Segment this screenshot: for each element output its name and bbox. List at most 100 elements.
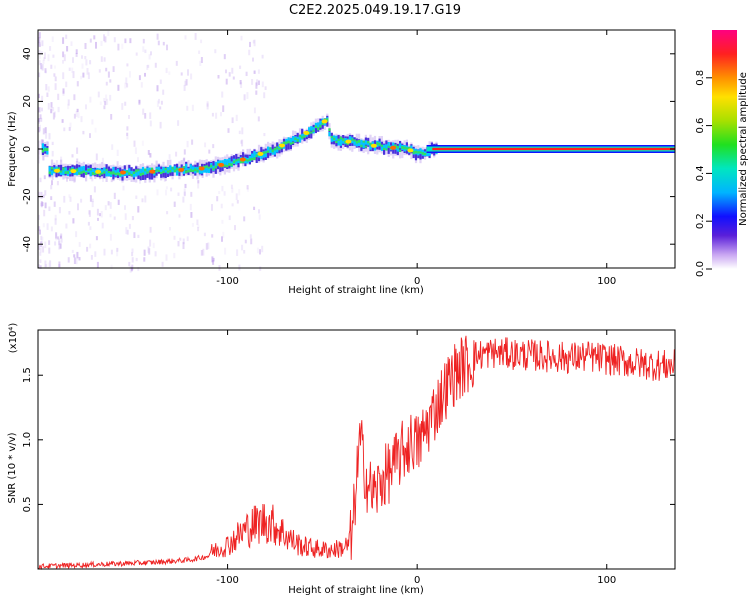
noise-speck <box>190 73 193 80</box>
noise-speck <box>45 132 48 139</box>
noise-speck <box>252 40 255 44</box>
noise-speck <box>241 244 244 251</box>
ridge-cell <box>146 167 149 174</box>
ridge-cell <box>64 171 67 174</box>
ridge-cell <box>87 169 90 172</box>
noise-speck <box>38 107 41 113</box>
noise-speck <box>48 247 51 254</box>
noise-speck <box>86 68 89 75</box>
figure-title: C2E2.2025.049.19.17.G19 <box>289 3 461 18</box>
noise-speck <box>38 32 41 37</box>
noise-speck <box>196 219 199 226</box>
noise-speck <box>76 147 79 154</box>
y-tick-label: -20 <box>22 188 33 204</box>
noise-speck <box>48 133 51 140</box>
snr-line-path <box>37 335 676 571</box>
noise-speck <box>67 103 70 110</box>
noise-speck <box>258 80 260 86</box>
ridge-cell <box>223 159 226 165</box>
noise-speck <box>73 94 76 101</box>
ridge-cell <box>335 140 338 144</box>
noise-speck <box>70 41 73 46</box>
noise-speck <box>87 72 90 80</box>
noise-speck <box>191 104 194 111</box>
noise-speck <box>84 43 87 50</box>
noise-speck <box>82 72 85 78</box>
noise-speck <box>38 191 41 199</box>
noise-speck <box>89 96 92 103</box>
ridge-cell <box>255 151 258 163</box>
noise-speck <box>107 31 110 37</box>
snr-y-ticks: 0.5 1.0 1.5 <box>22 367 675 512</box>
noise-speck <box>38 140 41 144</box>
ridge-cell <box>360 139 363 146</box>
noise-speck <box>184 35 187 40</box>
x-tick-label: 0 <box>414 276 420 287</box>
noise-speck <box>50 226 53 232</box>
ridge-cell <box>326 118 329 122</box>
noise-speck <box>126 63 129 67</box>
noise-speck <box>147 64 150 68</box>
ridge-cell <box>339 139 342 146</box>
noise-speck <box>214 49 217 54</box>
ridge-cell <box>287 140 290 144</box>
noise-speck <box>238 189 241 196</box>
noise-speck <box>38 214 40 220</box>
ridge-cell <box>48 171 51 175</box>
noise-speck <box>97 91 100 98</box>
noise-speck <box>47 86 50 92</box>
noise-speck <box>85 59 88 66</box>
ridge-cell <box>253 157 256 160</box>
noise-speck <box>113 37 116 43</box>
noise-speck <box>131 216 134 221</box>
noise-speck <box>106 98 109 105</box>
noise-speck <box>42 128 45 135</box>
ridge-cell <box>287 139 290 150</box>
ridge-cell <box>251 158 254 161</box>
noise-speck <box>91 119 94 125</box>
noise-speck <box>243 216 246 222</box>
noise-speck <box>250 238 253 245</box>
noise-speck <box>197 226 200 232</box>
ridge-cell <box>64 167 67 174</box>
ridge-cell <box>387 145 390 148</box>
noise-speck <box>38 49 41 55</box>
noise-speck <box>109 79 112 83</box>
noise-speck <box>40 139 43 145</box>
ridge-cell <box>217 163 220 166</box>
ridge-cell <box>383 144 386 149</box>
ridge-cell <box>246 159 249 162</box>
ridge-cell <box>251 153 254 161</box>
noise-speck <box>152 242 155 249</box>
noise-speck <box>38 44 41 48</box>
noise-speck <box>235 193 238 200</box>
noise-speck <box>63 127 66 132</box>
ridge-cell <box>226 165 229 168</box>
noise-speck <box>71 154 74 158</box>
noise-speck <box>235 114 238 122</box>
ridge-cell <box>139 173 142 176</box>
noise-speck <box>43 175 46 180</box>
noise-speck <box>50 196 53 201</box>
colorbar-tick-label: 0.8 <box>695 70 706 86</box>
colorbar-tick-label: 0.4 <box>695 165 706 181</box>
ridge-cell <box>164 167 167 171</box>
noise-speck <box>40 117 43 122</box>
noise-speck <box>239 80 242 85</box>
noise-speck <box>256 79 259 86</box>
ridge-cell <box>151 168 154 180</box>
noise-speck <box>175 60 178 66</box>
noise-speck <box>197 183 200 189</box>
ridge-cell <box>185 170 188 174</box>
noise-speck <box>259 249 261 255</box>
ridge-cell <box>60 170 63 173</box>
ridge-cell <box>203 165 206 169</box>
noise-speck <box>51 150 54 157</box>
noise-speck <box>138 75 141 81</box>
noise-speck <box>129 71 131 78</box>
noise-speck <box>137 267 140 272</box>
ridge-cell <box>100 169 104 174</box>
ridge-cell <box>248 158 251 161</box>
noise-speck <box>51 36 54 43</box>
noise-speck <box>51 176 54 180</box>
